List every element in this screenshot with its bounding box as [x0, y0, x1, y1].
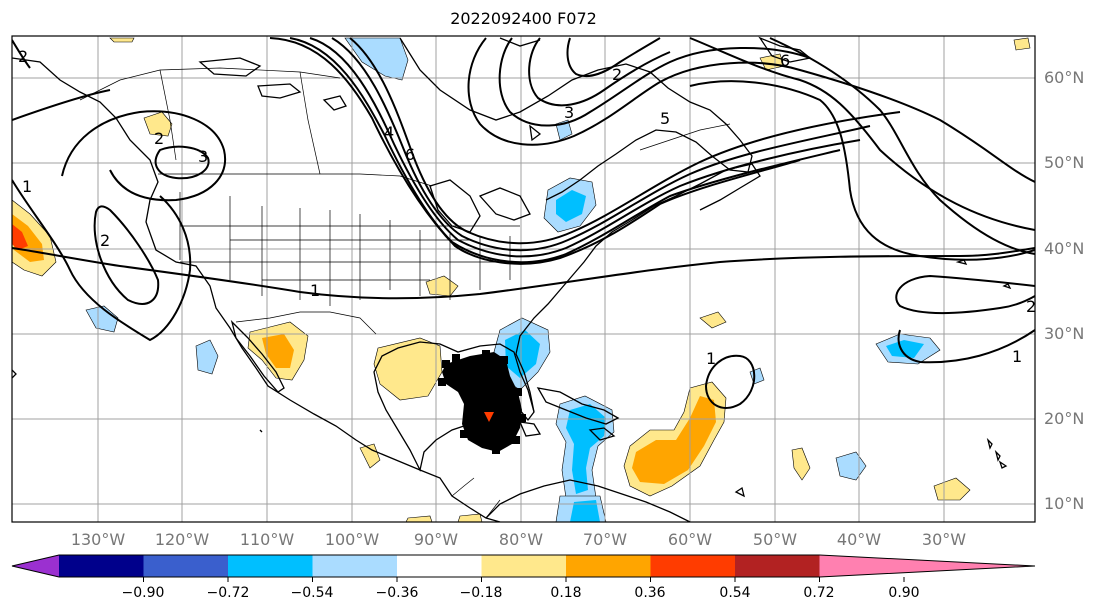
shade-yellow	[359, 443, 381, 469]
colorbar-tick-label: 0.90	[888, 585, 920, 601]
latitude-label: 10°N	[1044, 494, 1085, 513]
contour-label: 2	[1026, 297, 1036, 316]
colorbar-segment	[397, 555, 482, 577]
contour-label: 2	[154, 129, 164, 148]
longitude-label: 30°W	[921, 530, 967, 549]
colorbar-tick-label: −0.72	[206, 585, 250, 601]
colorbar-segment	[12, 555, 59, 577]
colorbar-tick-label: 0.36	[634, 585, 666, 601]
latitude-label: 50°N	[1044, 153, 1085, 172]
contour-label: 1	[706, 349, 716, 368]
colorbar-tick-label: 0.54	[719, 585, 751, 601]
longitude-label: 70°W	[582, 530, 628, 549]
latitude-label: 40°N	[1044, 239, 1085, 258]
contour-labels: 2 3 1 2 1 3 5 6 4 6 1 1 2 2 2	[18, 47, 1036, 368]
shade-yellow	[791, 447, 811, 481]
colorbar-tick-label: 0.72	[803, 585, 835, 601]
colorbar-tick-label: −0.54	[290, 585, 334, 601]
contour-label: 2	[18, 47, 28, 66]
colorbar	[11, 554, 1036, 582]
longitude-label: 90°W	[413, 530, 459, 549]
latitude-label: 30°N	[1044, 324, 1085, 343]
colorbar-segment	[143, 555, 229, 577]
shade-yellow	[1013, 37, 1031, 51]
longitude-label: 60°W	[667, 530, 713, 549]
storm-track-markers	[438, 350, 526, 454]
height-contours	[12, 37, 1035, 409]
longitude-label: 80°W	[498, 530, 544, 549]
shade-orange	[262, 334, 294, 368]
colorbar-segment	[566, 555, 651, 577]
contour-label: 6	[780, 51, 790, 70]
shade-yellow	[109, 37, 135, 43]
contour-label: 2	[100, 231, 110, 250]
map-frame	[11, 35, 1036, 523]
latitude-label: 60°N	[1044, 68, 1085, 87]
shade-blue	[566, 404, 606, 494]
longitude-label: 50°W	[752, 530, 798, 549]
shade-yellow	[457, 513, 483, 522]
longitude-label: 130°W	[70, 530, 126, 549]
longitude-label: 40°W	[836, 530, 882, 549]
plot-title: 2022092400 F072	[450, 9, 597, 28]
shade-yellow	[699, 311, 727, 329]
colorbar-segment	[312, 555, 398, 577]
contour-label: 1	[1012, 347, 1022, 366]
colorbar-tick-label: −0.18	[459, 585, 503, 601]
storm-center-marker	[484, 412, 494, 422]
shade-yellow	[405, 515, 433, 522]
shade-blue	[556, 190, 586, 222]
map-gridlines	[12, 36, 1035, 522]
longitude-label: 110°W	[239, 530, 295, 549]
colorbar-segment	[481, 555, 567, 577]
colorbar-segment	[819, 555, 1035, 577]
longitude-label: 100°W	[324, 530, 380, 549]
contour-label: 3	[564, 103, 574, 122]
colorbar-segment	[228, 555, 313, 577]
shade-light-blue	[195, 339, 219, 375]
shade-orange	[632, 396, 716, 484]
shade-blue	[570, 500, 600, 522]
shade-yellow	[143, 111, 173, 137]
shade-red	[12, 224, 28, 250]
contour-label: 3	[198, 147, 208, 166]
colorbar-segment	[59, 555, 144, 577]
contour-label: 6	[405, 145, 415, 164]
latitude-label: 20°N	[1044, 409, 1085, 428]
contour-label: 2	[612, 65, 622, 84]
anomaly-shading	[12, 37, 1031, 522]
shade-yellow	[373, 337, 443, 401]
shade-yellow	[933, 477, 971, 501]
contour-label: 1	[310, 281, 320, 300]
colorbar-segment	[735, 555, 820, 577]
colorbar-tick-label: 0.18	[550, 585, 582, 601]
colorbar-segment	[650, 555, 736, 577]
colorbar-outline	[11, 554, 1036, 578]
contour-label: 5	[660, 109, 670, 128]
contour-label: 1	[22, 177, 32, 196]
colorbar-tick-label: −0.90	[121, 585, 165, 601]
shade-blue	[886, 340, 924, 358]
shade-blue	[505, 330, 540, 378]
longitude-label: 120°W	[154, 530, 210, 549]
colorbar-tick-label: −0.36	[375, 585, 419, 601]
map-area: 2 3 1 2 1 3 5 6 4 6 1 1 2 2 2	[12, 36, 1036, 522]
contour-label: 4	[384, 123, 394, 142]
